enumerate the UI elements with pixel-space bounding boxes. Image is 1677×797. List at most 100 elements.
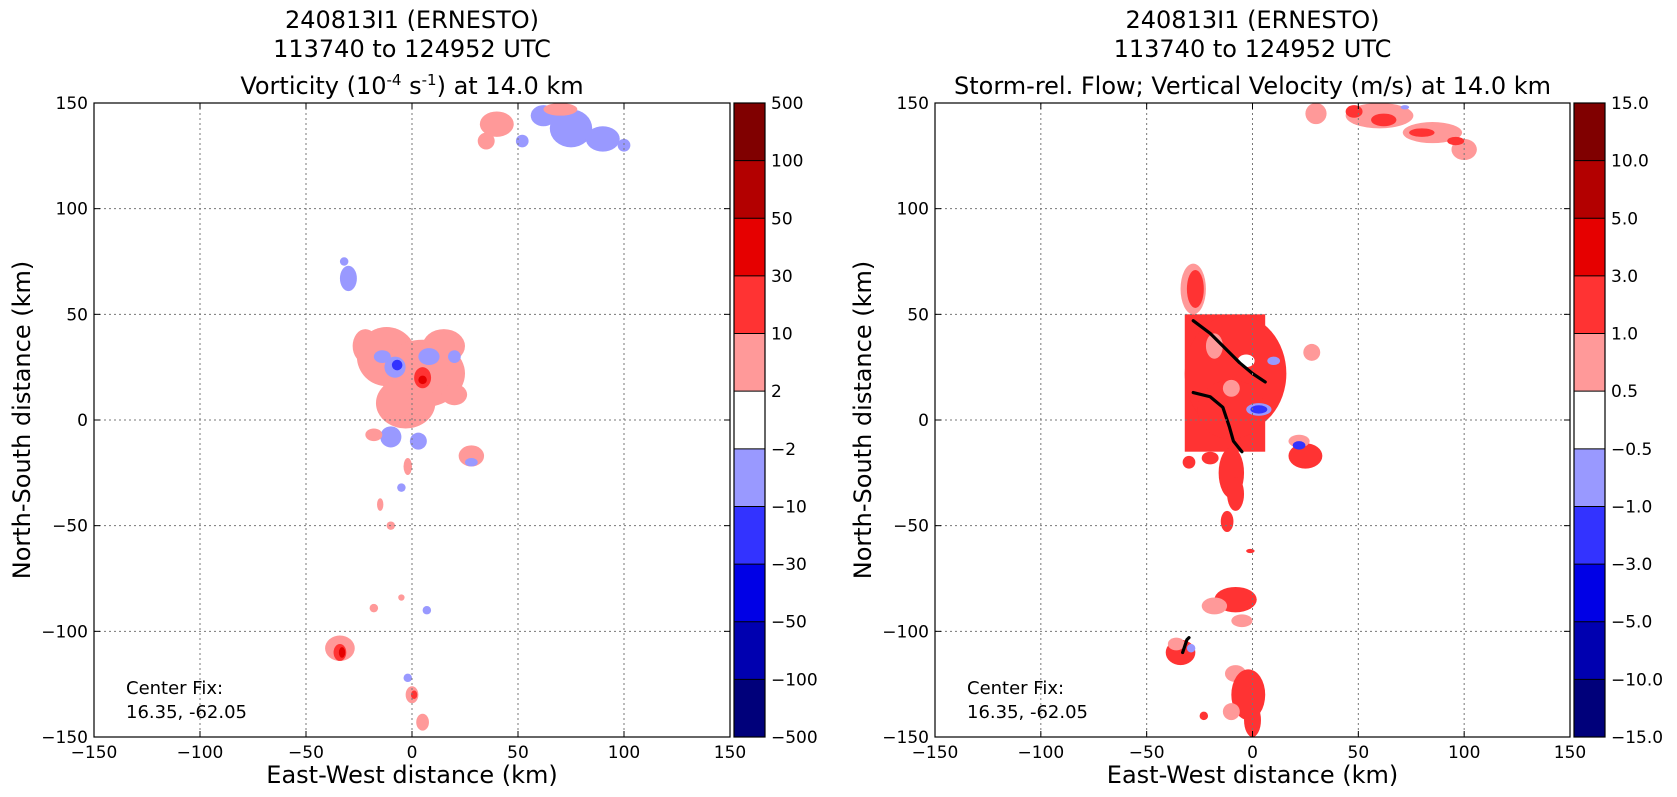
colorbar-label: −30 (771, 555, 807, 575)
contour-patch (369, 603, 379, 613)
contour-patch (1199, 711, 1209, 721)
colorbar-segment (1574, 275, 1605, 334)
y-tick-label: 50 (66, 305, 88, 325)
contour-patch (585, 126, 620, 152)
colorbar-label: 15.0 (1611, 94, 1649, 114)
contour-patch (1201, 451, 1219, 465)
colorbar-label: −10 (771, 497, 807, 517)
y-tick-label: −50 (52, 517, 88, 537)
y-tick-label: 50 (907, 305, 929, 325)
contour-patch (339, 257, 349, 266)
colorbar-label: 2 (771, 382, 782, 402)
chart-title-line-1: 240813I1 (ERNESTO) (1125, 6, 1379, 34)
contour-patch (416, 713, 429, 731)
contour-patch (1182, 455, 1196, 469)
contour-patch (1345, 105, 1363, 118)
contour-patch (448, 350, 461, 363)
chart-title-line-2: 113740 to 124952 UTC (273, 35, 551, 63)
colorbar-segment (734, 621, 765, 680)
x-tick-label: −100 (177, 743, 224, 763)
contour-patch (617, 138, 631, 152)
colorbar-label: −5.0 (1611, 613, 1652, 633)
colorbar-label: −1.0 (1611, 497, 1652, 517)
contour-patch (373, 350, 391, 363)
streamline-2 (1191, 390, 1244, 454)
colorbar-label: −2 (771, 440, 796, 460)
colorbar-segment (1574, 103, 1605, 161)
title-text: ) at 14.0 km (437, 72, 584, 100)
colorbar-frame (1573, 102, 1606, 738)
colorbar-segment (1574, 621, 1605, 680)
y-tick-label: −150 (41, 728, 88, 748)
colorbar-segment (734, 333, 765, 392)
colorbar-label: −50 (771, 613, 807, 633)
colorbar-segment (734, 564, 765, 622)
x-tick-label: −100 (1017, 743, 1064, 763)
y-tick-label: 150 (897, 94, 929, 114)
chart-title-line-3: Vorticity (10-4 s-1) at 14.0 km (240, 71, 583, 100)
contour-patch (1305, 103, 1327, 125)
contour-patch (1409, 128, 1435, 137)
title-superscript: -4 (387, 71, 402, 89)
colorbar-label: −10.0 (1611, 670, 1663, 690)
contour-patch (1227, 477, 1245, 511)
contour-patch (1246, 548, 1255, 554)
contour-patch (1222, 379, 1240, 397)
contour-patch (377, 498, 384, 511)
streamline-3 (1181, 636, 1191, 655)
data-layer (325, 103, 631, 731)
contour-patch (1167, 637, 1185, 651)
contour-patch (375, 377, 436, 429)
chart-panel-1: −150 −100 −50 0 50 100 150−150−100−50050100150… (8, 6, 818, 789)
title-text: Vorticity (10 (240, 72, 386, 100)
x-axis-label: East-West distance (km) (266, 761, 557, 789)
colorbar-segment (734, 448, 765, 507)
title-superscript: -1 (422, 71, 437, 89)
colorbar-segment (734, 103, 765, 161)
colorbar-label: 50 (771, 209, 793, 229)
chart-title-line-2: 113740 to 124952 UTC (1114, 35, 1392, 63)
center-fix-value: 16.35, -62.05 (967, 702, 1088, 723)
contour-patch (1267, 356, 1281, 366)
y-tick-label: −100 (41, 622, 88, 642)
contour-patch (1186, 644, 1196, 653)
contour-patch (1222, 703, 1240, 721)
colorbar-segment (734, 391, 765, 449)
x-tick-label: −50 (1129, 743, 1165, 763)
colorbar-segment (1574, 679, 1605, 737)
colorbar-segment (1574, 391, 1605, 449)
colorbar-label: 3.0 (1611, 267, 1638, 287)
title-text: s (401, 72, 421, 100)
y-tick-label: 100 (897, 200, 929, 220)
contour-patch (403, 458, 413, 475)
contour-patch (352, 329, 379, 363)
contour-patch (1371, 113, 1397, 127)
y-axis-label: North-South distance (km) (849, 261, 877, 580)
contour-patch (1244, 703, 1261, 737)
contour-patch (1186, 269, 1204, 308)
contour-patch (365, 428, 383, 442)
contour-patch (380, 426, 402, 448)
colorbar-segment (734, 160, 765, 219)
colorbar-segment (1574, 506, 1605, 565)
colorbar-label: 0.5 (1611, 382, 1638, 402)
contour-patch (465, 458, 478, 467)
y-tick-label: 0 (918, 411, 929, 431)
contour-patch (1400, 105, 1410, 110)
contour-patch (409, 432, 427, 450)
contour-patch (549, 109, 593, 148)
colorbar-segment (1574, 448, 1605, 507)
contour-patch (479, 111, 514, 137)
y-tick-label: −100 (882, 622, 929, 642)
x-tick-label: −150 (71, 743, 118, 763)
x-tick-label: 50 (507, 743, 529, 763)
x-tick-label: 0 (1247, 743, 1258, 763)
colorbar-label: −100 (771, 670, 818, 690)
colorbar-label: 30 (771, 267, 793, 287)
contour-patch (391, 359, 403, 371)
y-tick-label: −150 (882, 728, 929, 748)
colorbar-segment (734, 218, 765, 276)
contour-patch (1231, 614, 1253, 628)
contour-patch (339, 265, 357, 292)
